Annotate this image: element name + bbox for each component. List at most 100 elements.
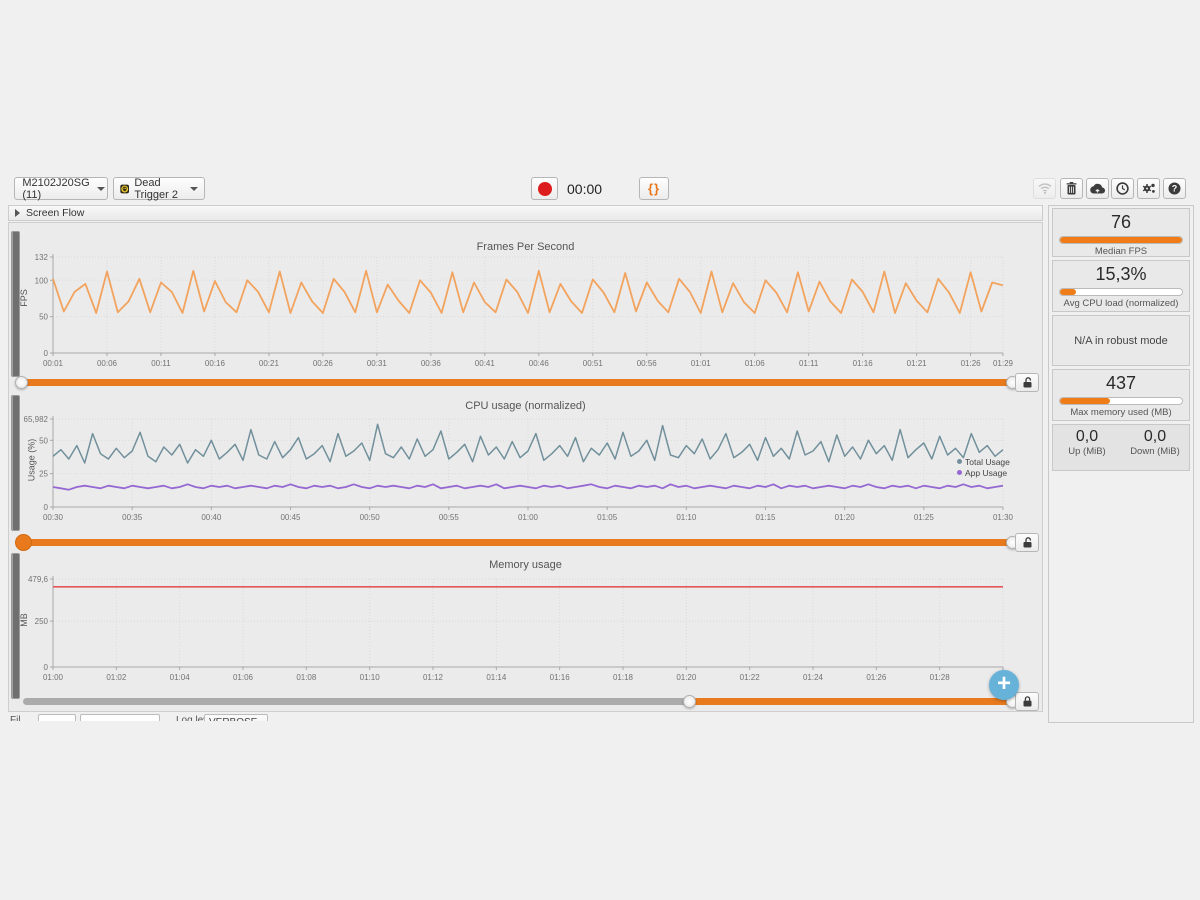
svg-text:01:11: 01:11 xyxy=(799,359,819,368)
svg-text:01:15: 01:15 xyxy=(755,513,776,522)
memory-vertical-scrollbar[interactable] xyxy=(11,553,20,699)
cloud-upload-button[interactable] xyxy=(1086,178,1109,199)
svg-text:01:28: 01:28 xyxy=(930,673,951,682)
svg-text:01:01: 01:01 xyxy=(691,359,712,368)
cpu-lock-button[interactable] xyxy=(1015,533,1039,552)
memory-chart-title: Memory usage xyxy=(489,559,562,571)
delete-session-button[interactable] xyxy=(1060,178,1083,199)
gpu-na-text: N/A in robust mode xyxy=(1074,334,1168,347)
svg-text:01:20: 01:20 xyxy=(676,673,697,682)
stats-sidebar: 76 Median FPS 15,3% Avg CPU load (normal… xyxy=(1048,205,1194,723)
wifi-icon xyxy=(1038,183,1051,194)
svg-text:00:56: 00:56 xyxy=(637,359,658,368)
app-dropdown-label: Dead Trigger 2 xyxy=(134,176,178,201)
log-level-select[interactable]: VERBOSE xyxy=(204,714,268,721)
svg-text:250: 250 xyxy=(35,617,49,626)
memory-chart: 01:00 01:02 01:04 01:06 01:08 01:10 01:12 01:14… xyxy=(28,575,1014,682)
app-dropdown[interactable]: Dead Trigger 2 xyxy=(113,176,205,201)
svg-text:01:02: 01:02 xyxy=(106,673,127,682)
svg-text:00:01: 00:01 xyxy=(43,359,64,368)
logcat-filter-row: Fil Log level VERBOSE xyxy=(8,713,1043,721)
network-down-label: Down (MiB) xyxy=(1130,446,1180,457)
svg-text:00:51: 00:51 xyxy=(583,359,604,368)
settings-button[interactable] xyxy=(1137,178,1160,199)
svg-text:01:20: 01:20 xyxy=(835,513,856,522)
svg-text:00:16: 00:16 xyxy=(205,359,226,368)
svg-text:01:10: 01:10 xyxy=(360,673,381,682)
fps-slider-track[interactable] xyxy=(23,379,1011,386)
braces-button[interactable]: {} xyxy=(639,177,669,200)
fps-lock-button[interactable] xyxy=(1015,373,1039,392)
cpu-range-slider[interactable] xyxy=(15,534,1019,551)
history-button[interactable] xyxy=(1111,178,1134,199)
network-card: 0,0 Up (MiB) 0,0 Down (MiB) xyxy=(1052,424,1190,471)
svg-text:01:05: 01:05 xyxy=(597,513,618,522)
svg-text:65,982: 65,982 xyxy=(24,415,49,424)
legend-item: Total Usage xyxy=(957,457,1010,468)
cpu-chart-legend: Total Usage App Usage xyxy=(957,457,1010,479)
filter-tag-input[interactable] xyxy=(38,714,76,721)
fps-range-slider[interactable] xyxy=(15,375,1019,389)
svg-text:01:14: 01:14 xyxy=(486,673,507,682)
svg-text:01:16: 01:16 xyxy=(550,673,571,682)
add-marker-button[interactable]: + xyxy=(989,670,1019,700)
cpu-slider-track[interactable] xyxy=(23,539,1011,546)
gears-icon xyxy=(1142,183,1155,193)
median-fps-label: Median FPS xyxy=(1094,246,1148,257)
svg-text:01:06: 01:06 xyxy=(233,673,254,682)
svg-text:01:16: 01:16 xyxy=(853,359,874,368)
fps-slider-handle-left[interactable] xyxy=(15,376,28,389)
cpu-vertical-scrollbar[interactable] xyxy=(11,395,20,531)
avg-cpu-label: Avg CPU load (normalized) xyxy=(1063,298,1179,309)
cpu-chart: 00:30 00:35 00:40 00:45 00:50 00:55 01:00 01:05… xyxy=(24,415,1014,522)
median-fps-card: 76 Median FPS xyxy=(1052,208,1190,257)
svg-text:00:45: 00:45 xyxy=(280,513,301,522)
help-button[interactable]: ? xyxy=(1163,178,1186,199)
session-timer: 00:00 xyxy=(567,181,603,197)
memory-range-slider[interactable] xyxy=(15,694,1019,708)
svg-text:00:06: 00:06 xyxy=(97,359,118,368)
svg-text:00:46: 00:46 xyxy=(529,359,550,368)
max-memory-label: Max memory used (MB) xyxy=(1070,407,1172,418)
filter-message-input[interactable] xyxy=(80,714,160,721)
record-icon xyxy=(537,181,552,196)
memory-slider-track-unselected[interactable] xyxy=(23,698,695,705)
memory-lock-button[interactable] xyxy=(1015,692,1039,711)
legend-dot-icon xyxy=(957,459,962,464)
device-dropdown[interactable]: M2102J20SG (11) xyxy=(14,177,108,201)
memory-slider-handle-left[interactable] xyxy=(683,695,696,708)
avg-cpu-bar xyxy=(1059,288,1183,296)
record-button[interactable] xyxy=(531,177,558,200)
filter-label: Fil xyxy=(10,715,21,721)
fps-vertical-scrollbar[interactable] xyxy=(11,231,20,377)
svg-text:100: 100 xyxy=(35,276,49,285)
wifi-button[interactable] xyxy=(1033,178,1056,199)
screen-flow-header[interactable]: Screen Flow xyxy=(8,205,1043,221)
svg-text:01:12: 01:12 xyxy=(423,673,444,682)
network-up-value: 0,0 xyxy=(1075,428,1099,445)
svg-text:01:26: 01:26 xyxy=(866,673,887,682)
help-icon: ? xyxy=(1168,182,1181,195)
memory-slider-track-selected[interactable] xyxy=(693,698,1011,705)
network-down: 0,0 Down (MiB) xyxy=(1121,425,1189,470)
svg-text:00:35: 00:35 xyxy=(122,513,143,522)
svg-text:132: 132 xyxy=(35,253,49,262)
svg-text:01:18: 01:18 xyxy=(613,673,634,682)
svg-text:479,6: 479,6 xyxy=(28,575,49,584)
svg-text:01:00: 01:00 xyxy=(518,513,539,522)
max-memory-value: 437 xyxy=(1105,373,1137,393)
svg-text:00:36: 00:36 xyxy=(421,359,442,368)
cpu-slider-handle-left[interactable] xyxy=(15,534,32,551)
svg-text:01:25: 01:25 xyxy=(914,513,935,522)
svg-text:01:00: 01:00 xyxy=(43,673,64,682)
clock-icon xyxy=(1116,182,1129,195)
svg-text:00:41: 00:41 xyxy=(475,359,496,368)
svg-text:01:26: 01:26 xyxy=(961,359,982,368)
svg-text:01:06: 01:06 xyxy=(745,359,766,368)
lock-icon xyxy=(1023,696,1031,707)
fps-chart: 00:01 00:06 00:11 00:16 00:21 00:26 00:31 00:36… xyxy=(35,253,1014,368)
avg-cpu-value: 15,3% xyxy=(1095,264,1147,284)
log-level-label: Log level xyxy=(176,715,217,721)
svg-text:00:40: 00:40 xyxy=(201,513,222,522)
legend-item: App Usage xyxy=(957,468,1010,479)
